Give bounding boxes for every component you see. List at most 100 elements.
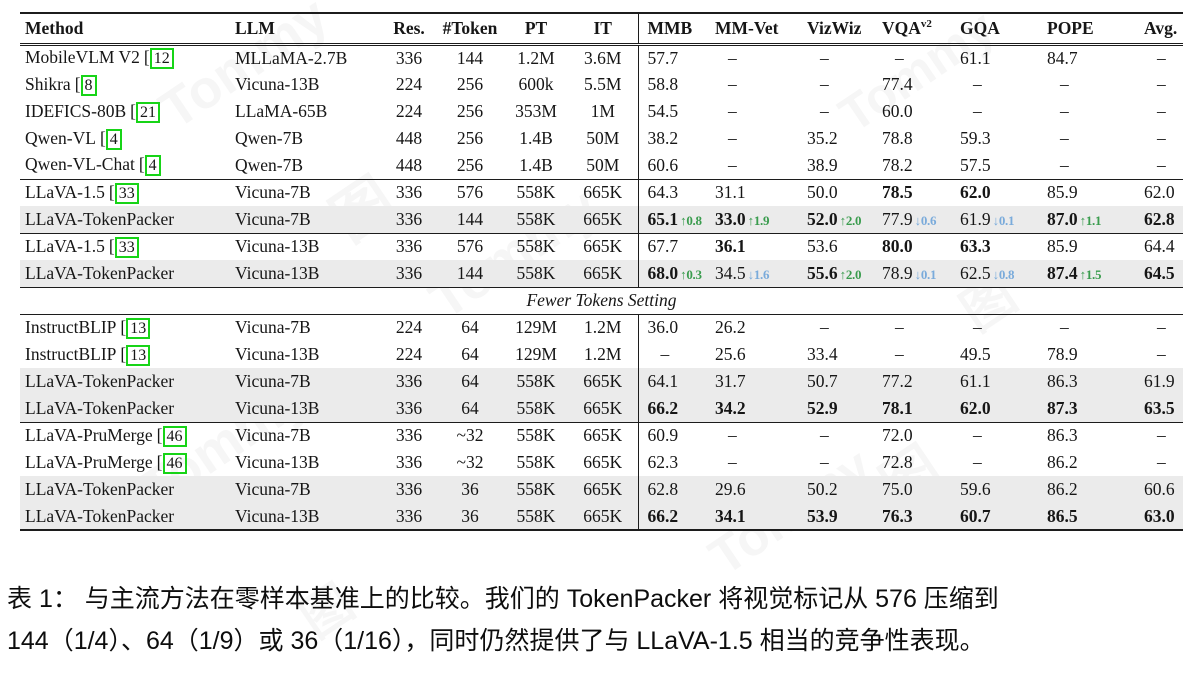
column-header-avg: Avg. (1144, 17, 1178, 38)
score-value: 34.1 (715, 505, 746, 526)
citation-link[interactable]: 12 (149, 48, 174, 70)
score-value: 54.5 (647, 101, 679, 121)
score-value: 35.2 (807, 128, 838, 148)
score-value: 60.6 (1144, 479, 1175, 499)
score-value: 58.8 (647, 74, 679, 94)
method-cell: InstructBLIP[13 (20, 341, 232, 368)
score-cell: – (798, 422, 873, 449)
score-cell: 66.2 (637, 395, 706, 422)
score-value: 63.5 (1144, 397, 1175, 418)
token-cell: 256 (456, 74, 484, 94)
score-value: 60.6 (647, 154, 679, 175)
delta-up-arrow: ↑2.0 (839, 212, 862, 228)
score-cell: 86.2 (1038, 476, 1135, 503)
method-name: MobileVLM V2 (25, 47, 140, 68)
score-cell: – (1135, 422, 1183, 449)
llm-cell: Vicuna-13B (235, 344, 320, 364)
method-cell: LLaVA-1.5[33 (20, 233, 232, 260)
llm-cell: MLLaMA-2.7B (235, 47, 348, 68)
score-value: – (728, 128, 737, 148)
citation-link[interactable]: 4 (105, 128, 122, 150)
score-cell: 29.6 (706, 476, 798, 503)
res-cell: 448 (395, 154, 423, 175)
citation-link[interactable]: 33 (114, 236, 139, 258)
citation-link[interactable]: 13 (126, 344, 151, 366)
citation-link[interactable]: 8 (80, 74, 97, 96)
score-cell: – (951, 98, 1038, 125)
method-name: LLaVA-PruMerge (25, 451, 153, 472)
it-cell: 665K (583, 505, 623, 526)
citation-link[interactable]: 21 (135, 101, 160, 123)
score-value: – (820, 47, 829, 68)
score-value: 67.7 (647, 236, 679, 257)
score-cell: – (1038, 71, 1135, 98)
score-cell: – (706, 125, 798, 152)
pt-cell: 1.4B (519, 154, 553, 175)
score-cell: – (1038, 314, 1135, 341)
score-cell: 62.0 (951, 395, 1038, 422)
score-value: 86.3 (1047, 425, 1078, 446)
score-cell: – (1135, 314, 1183, 341)
score-value: 60.7 (960, 505, 991, 526)
citation-link[interactable]: 33 (114, 182, 139, 204)
method-cell: LLaVA-TokenPacker (20, 476, 232, 503)
column-header-llm: LLM (235, 17, 275, 38)
citation-open-bracket: [ (156, 424, 163, 445)
res-cell: 336 (395, 182, 423, 203)
score-value: – (1060, 128, 1069, 148)
score-value: 61.9 (1144, 371, 1175, 391)
score-value: 52.9 (807, 397, 838, 418)
score-cell: – (873, 341, 951, 368)
score-value: – (728, 425, 737, 446)
score-cell: 25.6 (706, 341, 798, 368)
score-value: 64.5 (1144, 262, 1175, 283)
score-cell: 86.3 (1038, 368, 1135, 395)
res-cell: 336 (395, 208, 423, 229)
score-value: – (1157, 452, 1166, 472)
token-cell: 144 (456, 47, 484, 68)
res-cell: 448 (395, 128, 423, 148)
score-cell: 60.7 (951, 503, 1038, 530)
score-cell: 33.4 (798, 341, 873, 368)
column-header-pope: POPE (1047, 17, 1094, 38)
citation-link[interactable]: 4 (144, 155, 161, 177)
score-value: – (973, 452, 982, 472)
citation-link[interactable]: 13 (126, 317, 151, 339)
citation-open-bracket: [ (74, 73, 81, 94)
score-cell: 63.3 (951, 233, 1038, 260)
it-cell: 665K (583, 182, 623, 203)
token-cell: 64 (461, 397, 479, 418)
table-row: Qwen-VL-Chat[4 Qwen-7B 448 256 1.4B 50M 60.6–3… (20, 152, 1183, 179)
score-value: 57.7 (647, 47, 679, 68)
pt-cell: 558K (516, 479, 556, 499)
score-value: – (1157, 154, 1166, 175)
score-value: – (973, 425, 982, 446)
score-cell: 54.5 (637, 98, 706, 125)
score-value: 77.9 (882, 208, 913, 229)
table-row: LLaVA-TokenPacker Vicuna-13B 336 36 558K 665K… (20, 503, 1183, 530)
score-cell: 78.5 (873, 179, 951, 206)
score-cell: 84.7 (1038, 44, 1135, 71)
token-cell: 256 (456, 101, 484, 121)
score-value: 34.5 (715, 262, 746, 283)
llm-cell: Vicuna-7B (235, 182, 311, 203)
delta-up-arrow: ↑0.8 (680, 212, 702, 228)
score-cell: – (1135, 125, 1183, 152)
it-cell: 665K (583, 236, 623, 257)
score-cell: 64.3 (637, 179, 706, 206)
method-cell: LLaVA-TokenPacker (20, 260, 232, 287)
score-cell: – (1135, 44, 1183, 71)
score-value: – (728, 47, 737, 68)
method-name: LLaVA-TokenPacker (25, 262, 175, 283)
score-value: 64.1 (647, 371, 679, 391)
score-cell: 76.3 (873, 503, 951, 530)
citation-link[interactable]: 46 (162, 425, 187, 447)
citation-link[interactable]: 46 (162, 452, 187, 474)
score-cell: – (951, 314, 1038, 341)
table-row: LLaVA-1.5[33 Vicuna-7B 336 576 558K 665K 64.3 3… (20, 179, 1183, 206)
score-value: – (1157, 317, 1166, 338)
score-cell: – (1038, 98, 1135, 125)
score-cell: 72.0 (873, 422, 951, 449)
score-value: 78.2 (882, 154, 913, 175)
score-value: 57.5 (960, 154, 991, 175)
